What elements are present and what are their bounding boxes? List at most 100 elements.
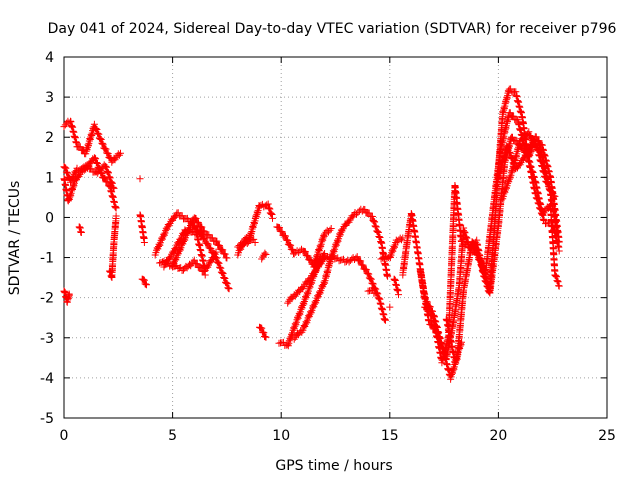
- data-point: [155, 240, 163, 248]
- data-point: [371, 222, 379, 230]
- data-point: [213, 237, 221, 245]
- data-point: [295, 249, 303, 256]
- data-point: [546, 183, 554, 191]
- data-point: [207, 245, 215, 253]
- data-point: [140, 276, 148, 284]
- data-point: [284, 341, 292, 349]
- data-point: [262, 333, 270, 341]
- data-point: [386, 303, 394, 311]
- x-tick-label: 25: [598, 428, 616, 444]
- data-point: [333, 236, 341, 244]
- data-point: [354, 209, 362, 217]
- data-point: [284, 237, 292, 244]
- data-point: [95, 130, 103, 138]
- data-point: [327, 225, 335, 232]
- data-point: [217, 264, 225, 272]
- data-point: [311, 298, 319, 306]
- y-tick-label: 1: [45, 170, 54, 186]
- data-point: [61, 121, 69, 129]
- data-point: [287, 241, 295, 249]
- data-point: [504, 143, 512, 151]
- data-point: [204, 240, 212, 248]
- data-point: [261, 249, 269, 257]
- data-point: [394, 238, 402, 246]
- data-point: [368, 213, 376, 220]
- data-point: [302, 318, 310, 326]
- data-point: [106, 173, 114, 181]
- data-point: [110, 184, 118, 192]
- data-point: [532, 142, 540, 150]
- x-axis-label: GPS time / hours: [275, 458, 392, 474]
- data-point: [554, 278, 562, 286]
- data-point: [476, 257, 484, 265]
- data-point: [527, 132, 535, 140]
- y-axis-label: SDTVAR / TECUs: [7, 181, 23, 296]
- y-tick-label: 2: [45, 130, 54, 146]
- data-point: [386, 253, 394, 261]
- data-point: [311, 266, 319, 274]
- data-point: [190, 256, 198, 264]
- data-point: [197, 264, 205, 272]
- data-point: [353, 210, 360, 218]
- data-point: [365, 270, 373, 278]
- x-axis: 0 5 10 15 20 25: [60, 57, 616, 444]
- data-point: [553, 229, 561, 237]
- x-tick-label: 5: [168, 428, 177, 444]
- data-point: [221, 250, 229, 258]
- data-point: [215, 259, 223, 267]
- data-point: [80, 163, 88, 171]
- data-point: [258, 324, 266, 332]
- data-point: [474, 251, 482, 259]
- data-point: [384, 272, 392, 280]
- data-point: [171, 245, 179, 253]
- data-point: [99, 140, 107, 148]
- data-point: [329, 247, 337, 255]
- data-point: [291, 320, 299, 328]
- data-point: [426, 308, 434, 316]
- data-point: [382, 316, 389, 324]
- data-point: [195, 219, 202, 227]
- data-point: [301, 248, 309, 256]
- data-point: [215, 242, 223, 249]
- data-point: [320, 278, 328, 286]
- data-point: [260, 329, 268, 337]
- data-point: [92, 155, 100, 163]
- plot-border: [63, 56, 608, 419]
- data-point: [250, 235, 258, 243]
- data-point: [93, 126, 101, 133]
- data-point: [223, 280, 231, 288]
- chart-title: Day 041 of 2024, Sidereal Day-to-day VTE…: [48, 21, 617, 37]
- data-point: [221, 275, 229, 282]
- data-point: [201, 271, 209, 279]
- data-point: [108, 179, 116, 187]
- data-point: [251, 239, 259, 246]
- data-point: [198, 223, 206, 231]
- data-point: [321, 250, 329, 257]
- data-point: [370, 217, 377, 225]
- data-point: [112, 204, 120, 212]
- data-point: [238, 241, 246, 249]
- data-point: [140, 239, 148, 246]
- data-point: [321, 230, 329, 238]
- data-point: [94, 160, 101, 167]
- y-tick-label: 0: [45, 210, 54, 226]
- data-point: [107, 178, 115, 186]
- data-point: [143, 281, 150, 289]
- data-point: [278, 228, 286, 236]
- data-point: [353, 253, 361, 261]
- data-point: [423, 304, 431, 312]
- data-point: [241, 235, 249, 243]
- data-point: [458, 338, 465, 346]
- data-point: [326, 226, 334, 234]
- data-point: [549, 188, 557, 196]
- data-point: [65, 291, 73, 299]
- plot-frame: [63, 56, 608, 419]
- data-point: [304, 252, 312, 260]
- data-point: [521, 151, 529, 159]
- data-point: [77, 229, 85, 236]
- data-point: [307, 308, 315, 316]
- data-point: [395, 291, 402, 299]
- data-point: [551, 192, 559, 200]
- x-tick-label: 0: [60, 428, 69, 444]
